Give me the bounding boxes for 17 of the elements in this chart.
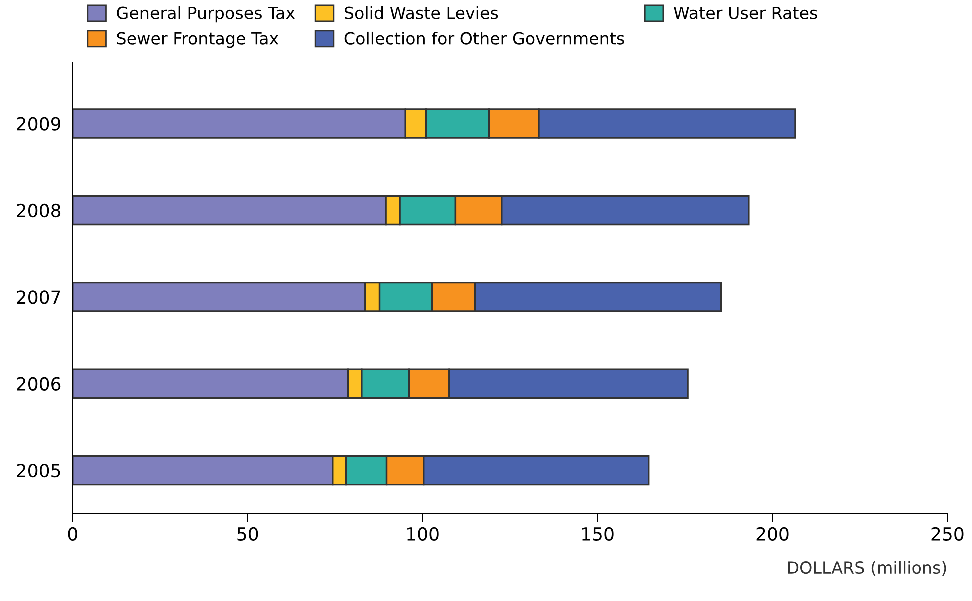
x-tick-label: 100 — [408, 527, 439, 542]
x-tick-label: 250 — [932, 527, 964, 542]
legend-label: Solid Waste Levies — [345, 6, 498, 20]
legend-label: Water User Rates — [674, 7, 818, 20]
y-tick-label: 2008 — [17, 204, 61, 218]
x-tick-label: 50 — [238, 527, 258, 542]
legend-label: Sewer Frontage Tax — [117, 32, 279, 48]
x-tick-label: 150 — [582, 527, 614, 542]
y-tick-label: 2007 — [17, 290, 60, 304]
x-tick-label: 0 — [68, 527, 78, 542]
x-tick-label: 200 — [756, 527, 789, 542]
y-tick-label: 2005 — [17, 464, 60, 478]
legend-label: General Purposes Tax — [117, 6, 296, 23]
y-tick-label: 2009 — [17, 117, 61, 131]
x-axis-title: DOLLARS (millions) — [788, 561, 946, 576]
y-tick-label: 2006 — [17, 377, 61, 391]
legend-label: Collection for Other Governments — [344, 32, 624, 45]
